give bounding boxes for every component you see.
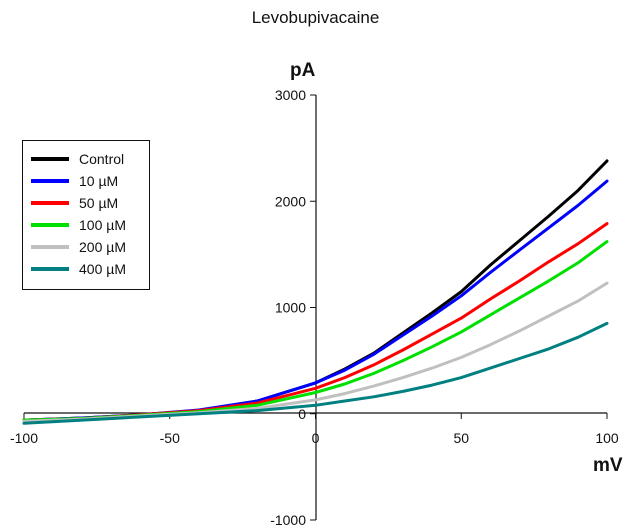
series-line <box>22 321 609 425</box>
legend-swatch <box>31 245 69 249</box>
legend: Control 10 µM 50 µM 100 µM 200 µM 400 µM <box>22 140 150 290</box>
legend-label: 100 µM <box>79 217 126 233</box>
legend-swatch <box>31 267 69 271</box>
x-axis-title: mV <box>593 455 623 476</box>
legend-label: 400 µM <box>79 261 126 277</box>
legend-label: Control <box>79 151 125 167</box>
x-tick-label: -100 <box>10 430 38 446</box>
x-tick-label: 0 <box>312 430 320 446</box>
legend-item: 100 µM <box>31 215 126 235</box>
legend-label: 10 µM <box>79 173 119 189</box>
legend-item: 10 µM <box>31 171 118 191</box>
legend-item: 200 µM <box>31 237 126 257</box>
x-tick-label: 50 <box>453 430 469 446</box>
legend-item: Control <box>31 149 124 169</box>
axis-labels: pA mV <box>290 60 623 476</box>
chart-title: Levobupivacaine <box>251 8 380 27</box>
y-axis-title: pA <box>290 60 316 81</box>
series-lines <box>22 159 609 425</box>
legend-label: 50 µM <box>79 195 119 211</box>
y-tick-label: 3000 <box>275 87 306 103</box>
x-tick-label: 100 <box>595 430 619 446</box>
axes: -100 -50 0 50 100 -1000 0 1000 2000 3000 <box>10 87 619 528</box>
y-tick-label: -1000 <box>270 512 306 528</box>
x-tick-label: -50 <box>160 430 180 446</box>
y-tick-label: 1000 <box>275 300 306 316</box>
legend-swatch <box>31 223 69 227</box>
legend-swatch <box>31 201 69 205</box>
legend-swatch <box>31 179 69 183</box>
legend-item: 50 µM <box>31 193 118 213</box>
legend-swatch <box>31 157 69 161</box>
y-tick-label: 2000 <box>275 193 306 209</box>
y-tick-label: 0 <box>298 406 306 422</box>
legend-label: 200 µM <box>79 239 126 255</box>
legend-item: 400 µM <box>31 259 126 279</box>
